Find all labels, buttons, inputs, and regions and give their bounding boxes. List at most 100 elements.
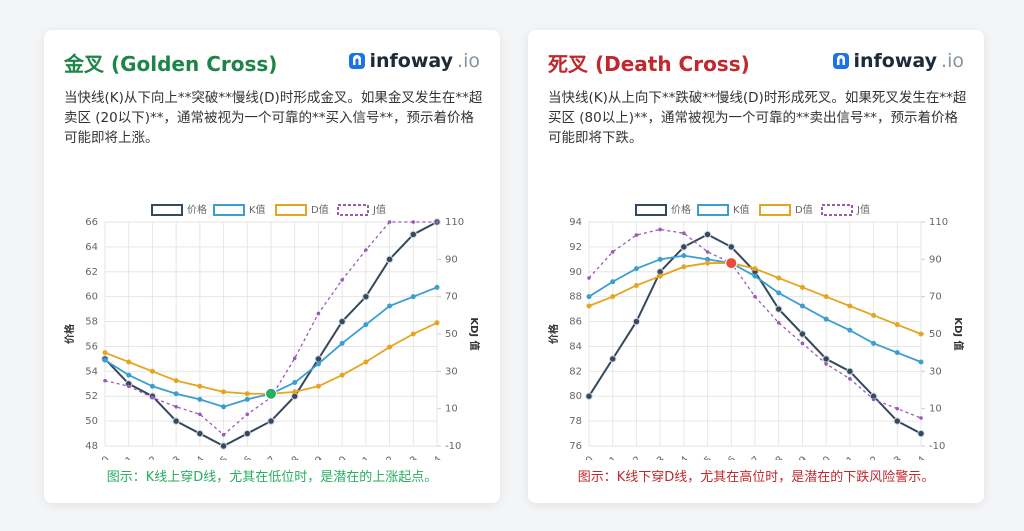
y2-axis-title: KDJ 值: [468, 317, 481, 350]
data-point: [823, 294, 829, 300]
data-point: [846, 367, 854, 376]
x-tick-label: T+1: [597, 454, 620, 460]
x-tick-label: T+0: [573, 454, 596, 460]
data-point: [633, 266, 639, 272]
x-tick-label: T+4: [184, 454, 207, 460]
x-tick-label: T+0: [89, 454, 112, 460]
description: 当快线(K)从下向上**突破**慢线(D)时形成金叉。如果金叉发生在**超卖区 …: [64, 90, 483, 146]
data-point: [362, 292, 370, 301]
data-point: [681, 253, 687, 259]
data-point: [245, 412, 250, 417]
brand-icon-shape: [352, 55, 361, 65]
data-point: [219, 442, 228, 450]
x-tick-label: T+3: [160, 454, 183, 460]
data-point: [174, 405, 178, 409]
data-point: [824, 362, 828, 366]
x-tick-label: T+13: [393, 454, 421, 460]
data-point: [752, 273, 758, 279]
y2-tick-label: 30: [445, 366, 458, 377]
brand: infoway .io: [832, 50, 964, 72]
x-tick-label: T+7: [255, 454, 278, 460]
data-point: [847, 327, 853, 333]
y-axis-title: 价格: [63, 323, 76, 344]
y2-tick-label: 70: [929, 292, 942, 303]
legend-label: J值: [856, 203, 870, 216]
data-point: [919, 416, 923, 420]
data-point: [799, 303, 805, 309]
data-point: [587, 276, 591, 280]
data-point: [775, 305, 783, 313]
data-point: [221, 389, 227, 395]
data-point: [847, 303, 853, 309]
data-point: [197, 396, 203, 402]
data-point: [798, 330, 807, 338]
data-point: [173, 391, 179, 397]
data-point: [339, 372, 345, 378]
y2-tick-label: -10: [929, 441, 945, 452]
y2-tick-label: 50: [445, 329, 458, 340]
y-axis-title: 价格: [547, 323, 560, 344]
legend-label: K值: [249, 203, 266, 216]
y2-tick-label: 30: [929, 366, 942, 377]
card: 死叉 (Death Cross) infoway .io 当快线(K)从上向下**跌破…: [528, 30, 984, 503]
data-point: [586, 303, 592, 309]
card-title: 金叉 (Golden Cross): [64, 52, 278, 76]
x-tick-label: T+10: [806, 454, 834, 460]
brand-suffix: .io: [941, 50, 964, 72]
data-point: [681, 264, 687, 270]
data-point: [172, 417, 180, 425]
data-point: [410, 331, 416, 337]
data-point: [292, 380, 298, 386]
x-tick-label: T+5: [692, 454, 715, 460]
legend-label: D值: [311, 203, 329, 216]
cross-marker: [265, 387, 277, 400]
data-point: [221, 404, 227, 410]
data-point: [385, 255, 394, 264]
caption: 图示：K线上穿D线，尤其在低位时，是潜在的上涨起点。: [106, 470, 438, 485]
data-point: [363, 322, 369, 328]
brand-name: infoway: [369, 50, 454, 72]
y-tick-label: 48: [85, 441, 98, 452]
data-point: [197, 383, 203, 389]
y-tick-label: 92: [569, 242, 582, 253]
y-tick-label: 86: [569, 317, 582, 328]
x-tick-label: T+12: [369, 454, 397, 460]
brand: infoway .io: [348, 50, 480, 72]
data-point: [633, 282, 639, 288]
data-point: [221, 433, 226, 437]
y-tick-label: 58: [85, 317, 98, 328]
data-point: [727, 243, 735, 251]
data-point: [434, 320, 440, 326]
data-point: [316, 311, 321, 316]
legend-label: J值: [372, 203, 386, 216]
data-point: [292, 356, 297, 361]
data-point: [800, 341, 805, 346]
y-tick-label: 80: [569, 391, 582, 402]
y-tick-label: 94: [569, 217, 582, 228]
legend-label: 价格: [671, 203, 691, 216]
brand-icon: [348, 53, 365, 69]
x-tick-label: T+7: [739, 454, 762, 460]
y2-tick-label: 10: [929, 404, 942, 415]
legend-swatch: [337, 204, 369, 216]
data-point: [149, 383, 155, 389]
y-tick-label: 54: [85, 366, 98, 377]
x-tick-label: T+2: [620, 454, 643, 460]
data-point: [753, 294, 757, 299]
y-tick-label: 78: [569, 416, 582, 427]
data-point: [102, 350, 108, 356]
x-tick-label: T+14: [417, 454, 445, 460]
data-point: [657, 273, 663, 279]
legend-swatch: [275, 204, 307, 216]
description: 当快线(K)从上向下**跌破**慢线(D)时形成死叉。如果死叉发生在**超买区 …: [548, 90, 967, 146]
data-point: [871, 397, 876, 402]
data-point: [292, 389, 298, 395]
legend-swatch: [635, 204, 667, 216]
data-point: [339, 340, 345, 346]
data-point: [586, 294, 592, 300]
y2-tick-label: 10: [445, 404, 458, 415]
data-point: [410, 294, 416, 300]
data-point: [680, 243, 688, 251]
data-point: [435, 220, 439, 224]
data-point: [244, 391, 250, 397]
